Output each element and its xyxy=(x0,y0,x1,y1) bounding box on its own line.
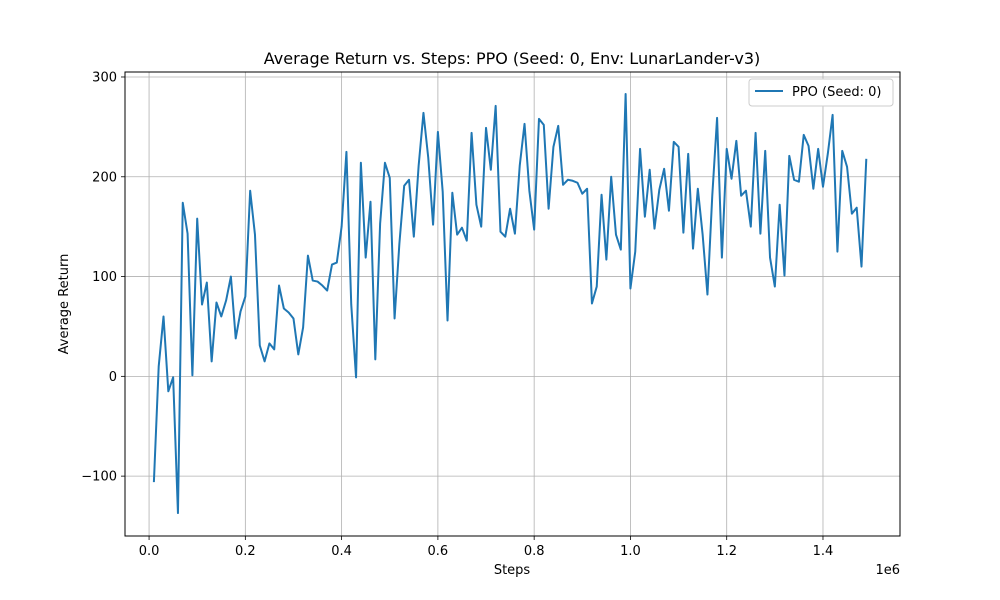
x-tick-label: 0.2 xyxy=(235,544,256,559)
x-offset-label: 1e6 xyxy=(875,563,900,578)
legend-label: PPO (Seed: 0) xyxy=(792,85,881,100)
x-tick-label: 0.6 xyxy=(428,544,449,559)
x-tick-label: 0.0 xyxy=(139,544,160,559)
y-tick-label: 200 xyxy=(92,170,117,185)
legend: PPO (Seed: 0) xyxy=(748,78,894,107)
x-tick-label: 0.8 xyxy=(524,544,545,559)
y-tick-label: −100 xyxy=(81,470,117,485)
y-axis-title: Average Return xyxy=(57,254,72,355)
chart-title: Average Return vs. Steps: PPO (Seed: 0, … xyxy=(264,49,761,68)
series-line-0 xyxy=(152,92,868,515)
y-axis: −100 0 100 200 300 xyxy=(81,70,125,485)
y-tick-label: 0 xyxy=(109,370,117,385)
legend-box xyxy=(748,78,894,107)
x-tick-label: 0.4 xyxy=(331,544,352,559)
plot-frame xyxy=(124,71,901,537)
x-tick-label: 1.2 xyxy=(716,544,737,559)
x-tick-label: 1.0 xyxy=(620,544,641,559)
x-axis: 0.0 0.2 0.4 0.6 0.8 1.0 1.2 1.4 xyxy=(139,536,834,559)
y-tick-label: 100 xyxy=(92,270,117,285)
x-axis-title: Steps xyxy=(494,563,531,578)
series-layer xyxy=(152,92,868,515)
x-tick-label: 1.4 xyxy=(813,544,834,559)
grid xyxy=(125,72,900,536)
y-tick-label: 300 xyxy=(92,70,117,85)
